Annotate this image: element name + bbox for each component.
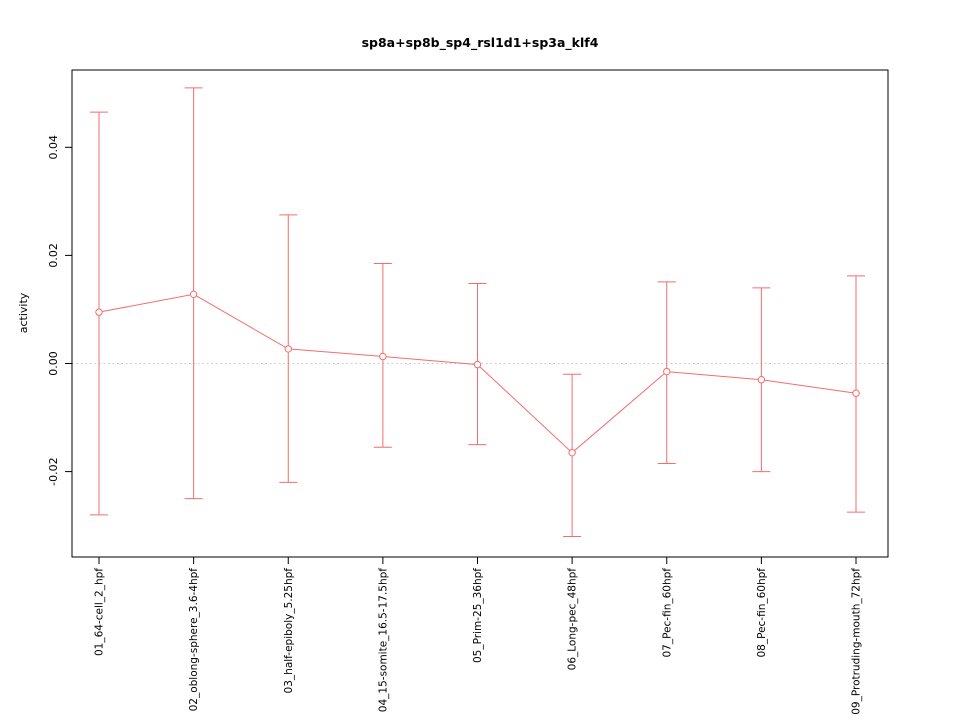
x-tick-label: 07_Pec-fin_60hpf bbox=[661, 568, 673, 658]
plot-border-group bbox=[71, 69, 889, 558]
data-point bbox=[852, 389, 860, 397]
data-point bbox=[95, 308, 103, 316]
x-axis-group: 01_64-cell_2_hpf 02_oblong-sphere_3.6-4hp… bbox=[94, 557, 863, 715]
plot-border bbox=[71, 69, 889, 558]
y-tick-label: 0.04 bbox=[47, 135, 60, 160]
x-tick-label: 03_half-epiboly_5.25hpf bbox=[283, 568, 295, 694]
x-tick-label: 04_15-somite_16.5-17.5hpf bbox=[377, 568, 389, 712]
y-tick-label: 0.00 bbox=[47, 351, 60, 376]
y-tick-label: 0.02 bbox=[47, 243, 60, 268]
data-point bbox=[473, 360, 482, 369]
y-tick-label: -0.02 bbox=[47, 457, 60, 485]
data-point bbox=[189, 290, 198, 299]
data-series-group bbox=[90, 87, 865, 537]
y-axis-label: activity bbox=[17, 292, 30, 333]
data-point bbox=[757, 376, 766, 384]
x-tick-label: 01_64-cell_2_hpf bbox=[94, 568, 106, 656]
y-axis-group: -0.02 0.00 0.02 0.04 bbox=[47, 135, 72, 486]
x-tick-label: 02_oblong-sphere_3.6-4hpf bbox=[188, 568, 200, 712]
chart-title: sp8a+sp8b_sp4_rsl1d1+sp3a_klf4 bbox=[362, 35, 599, 51]
data-point bbox=[284, 345, 292, 353]
x-tick-label: 06_Long-pec_48hpf bbox=[567, 568, 579, 671]
data-point bbox=[568, 448, 576, 457]
data-point bbox=[663, 367, 671, 376]
x-tick-label: 05_Prim-25_36hpf bbox=[472, 568, 484, 663]
data-point bbox=[379, 352, 387, 361]
x-tick-label: 09_Protruding-mouth_72hpf bbox=[851, 568, 863, 715]
x-tick-label: 08_Pec-fin_60hpf bbox=[756, 568, 768, 658]
